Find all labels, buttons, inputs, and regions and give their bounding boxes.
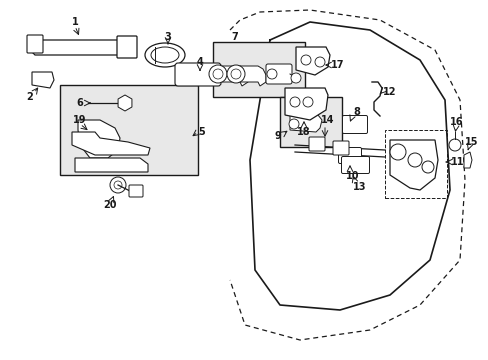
Text: 19: 19 — [73, 115, 86, 125]
Text: 13: 13 — [352, 182, 366, 192]
Circle shape — [314, 57, 325, 67]
Text: 8: 8 — [353, 107, 360, 117]
Circle shape — [208, 65, 226, 83]
Circle shape — [288, 119, 298, 129]
Circle shape — [421, 161, 433, 173]
FancyBboxPatch shape — [342, 116, 367, 134]
Ellipse shape — [151, 47, 179, 63]
Circle shape — [448, 139, 460, 151]
Bar — [60, 85, 198, 175]
Bar — [280, 97, 341, 147]
FancyBboxPatch shape — [129, 185, 142, 197]
Polygon shape — [72, 132, 150, 155]
Text: 17: 17 — [330, 60, 344, 70]
FancyBboxPatch shape — [265, 64, 291, 84]
Text: 15: 15 — [464, 137, 478, 147]
FancyBboxPatch shape — [308, 137, 325, 151]
Text: 14: 14 — [321, 115, 334, 125]
FancyBboxPatch shape — [27, 35, 43, 53]
Text: 10: 10 — [346, 171, 359, 181]
Polygon shape — [222, 66, 247, 86]
Circle shape — [290, 73, 301, 83]
FancyBboxPatch shape — [338, 148, 361, 163]
Polygon shape — [78, 120, 120, 158]
Circle shape — [114, 181, 122, 189]
Polygon shape — [289, 115, 321, 132]
Text: 16: 16 — [449, 117, 463, 127]
Polygon shape — [32, 72, 54, 88]
Circle shape — [110, 177, 126, 193]
Polygon shape — [295, 47, 329, 75]
Ellipse shape — [145, 43, 184, 67]
FancyBboxPatch shape — [341, 157, 369, 174]
Polygon shape — [389, 140, 437, 190]
Text: 5: 5 — [198, 127, 205, 137]
Text: 9: 9 — [274, 131, 281, 141]
Bar — [213, 42, 305, 97]
Text: 2: 2 — [26, 92, 33, 102]
Text: 3: 3 — [164, 32, 171, 42]
FancyBboxPatch shape — [117, 36, 137, 58]
Text: 7: 7 — [231, 32, 238, 42]
FancyBboxPatch shape — [332, 141, 348, 155]
FancyBboxPatch shape — [175, 63, 221, 86]
Circle shape — [266, 69, 276, 79]
Text: 6: 6 — [77, 98, 83, 108]
Polygon shape — [75, 158, 148, 172]
Text: 4: 4 — [196, 57, 203, 67]
Polygon shape — [285, 88, 327, 120]
Circle shape — [407, 153, 421, 167]
Polygon shape — [28, 40, 130, 55]
Circle shape — [213, 69, 223, 79]
Text: 20: 20 — [103, 200, 117, 210]
Polygon shape — [463, 152, 471, 168]
Circle shape — [289, 97, 299, 107]
Polygon shape — [240, 66, 265, 86]
Text: 1: 1 — [71, 17, 78, 27]
Text: 18: 18 — [297, 127, 310, 137]
Circle shape — [226, 65, 244, 83]
Circle shape — [389, 144, 405, 160]
Text: 11: 11 — [450, 157, 464, 167]
Circle shape — [303, 97, 312, 107]
Circle shape — [301, 55, 310, 65]
Bar — [384, 130, 446, 198]
Text: 12: 12 — [383, 87, 396, 97]
Circle shape — [230, 69, 241, 79]
